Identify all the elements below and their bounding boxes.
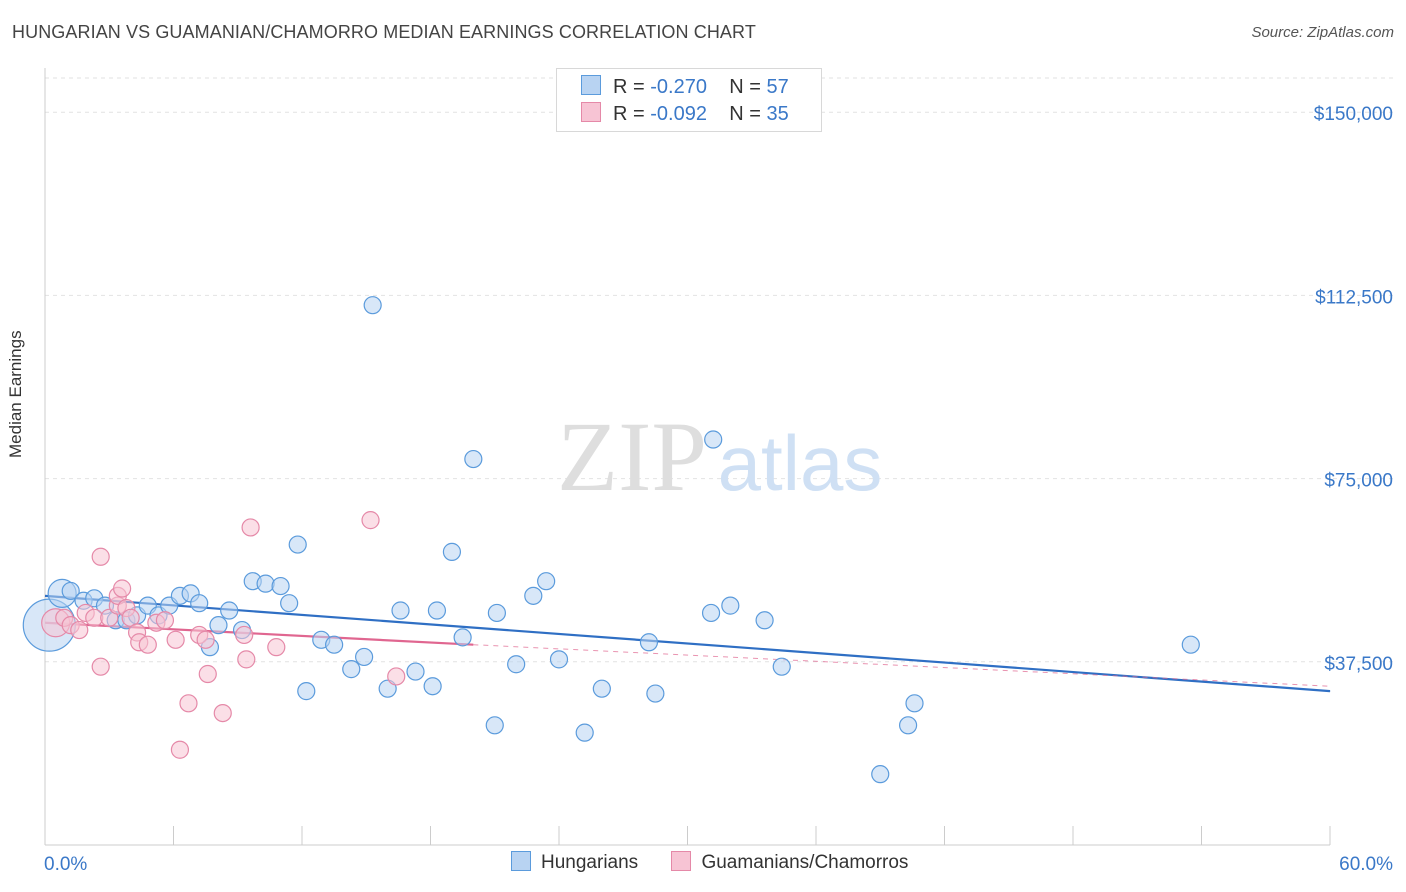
legend-n-label: N = — [729, 76, 761, 98]
data-point — [772, 657, 791, 676]
data-point — [91, 657, 110, 676]
data-points — [22, 296, 1200, 784]
correlation-legend: R = -0.270 N = 57 R = -0.092 N = 35 — [556, 68, 822, 132]
legend-item-hungarians: Hungarians — [511, 851, 638, 874]
data-point — [701, 603, 721, 623]
y-tick-labels: $37,500 $75,000 $112,500 $150,000 — [1314, 104, 1393, 675]
data-point — [241, 518, 260, 537]
data-point — [198, 664, 217, 684]
data-point — [91, 547, 110, 566]
data-point — [61, 581, 80, 601]
watermark: ZIP atlas — [557, 401, 882, 512]
legend-r-value: -0.270 — [650, 76, 707, 98]
legend-row-guamanians: R = -0.092 N = 35 — [581, 102, 789, 126]
legend-n-value: 35 — [766, 103, 789, 125]
x-tick-label-max: 60.0% — [1339, 854, 1393, 875]
data-point — [427, 601, 447, 620]
legend-swatch-pink — [581, 102, 601, 122]
x-tick-label-min: 0.0% — [44, 854, 87, 875]
x-tick-labels: 0.0% 60.0% — [44, 854, 1393, 875]
legend-r-label: R = — [613, 103, 645, 125]
data-point — [537, 572, 556, 591]
legend-swatch-pink — [671, 851, 692, 871]
data-point — [220, 601, 239, 620]
data-point — [485, 716, 504, 735]
data-point — [363, 296, 382, 315]
data-point — [138, 635, 157, 654]
data-point — [237, 650, 256, 669]
legend-swatch-blue — [581, 75, 601, 95]
legend-label-guamanians: Guamanians/Chamorros — [701, 852, 909, 873]
data-point — [487, 603, 506, 623]
data-point — [387, 667, 406, 686]
data-point — [905, 694, 924, 713]
data-point — [271, 576, 290, 596]
data-point — [166, 630, 185, 649]
data-point — [342, 660, 361, 679]
data-point — [70, 620, 89, 640]
data-point — [442, 542, 462, 561]
data-point — [280, 594, 299, 613]
data-point — [155, 611, 175, 630]
data-point — [453, 628, 472, 647]
data-point — [704, 430, 723, 449]
legend-n-value: 57 — [766, 76, 789, 98]
data-point — [639, 633, 659, 652]
data-point — [575, 723, 594, 742]
watermark-atlas: atlas — [718, 419, 883, 507]
data-point — [721, 596, 740, 615]
trend-extension — [473, 644, 1331, 687]
data-point — [646, 684, 665, 703]
axes — [44, 68, 1331, 846]
data-point — [898, 716, 918, 735]
legend-row-hungarians: R = -0.270 N = 57 — [581, 75, 789, 99]
data-point — [549, 650, 569, 669]
legend-swatch-blue — [511, 851, 531, 871]
series-guamanians — [41, 511, 406, 759]
data-point — [170, 740, 190, 759]
data-point — [256, 574, 275, 593]
data-point — [1181, 635, 1200, 654]
source-label: Source: ZipAtlas.com — [1251, 24, 1394, 41]
data-point — [423, 677, 442, 696]
y-tick-label: $75,000 — [1324, 471, 1393, 492]
data-point — [755, 611, 774, 630]
legend-r-value: -0.092 — [650, 103, 707, 125]
legend-item-guamanians: Guamanians/Chamorros — [671, 851, 908, 874]
data-point — [213, 703, 232, 723]
legend-r-label: R = — [613, 76, 645, 98]
data-point — [524, 586, 543, 605]
data-point — [464, 449, 483, 469]
series-legend: Hungarians Guamanians/Chamorros — [511, 851, 936, 874]
y-tick-label: $112,500 — [1315, 287, 1393, 308]
y-tick-label: $150,000 — [1314, 104, 1393, 125]
data-point — [288, 535, 307, 554]
data-point — [391, 601, 410, 620]
data-point — [235, 625, 254, 645]
data-point — [196, 630, 215, 649]
data-point — [112, 579, 132, 598]
data-point — [592, 679, 611, 698]
series-hungarians — [22, 296, 1200, 784]
y-tick-label: $37,500 — [1324, 654, 1393, 675]
data-point — [190, 594, 209, 613]
chart-title: HUNGARIAN VS GUAMANIAN/CHAMORRO MEDIAN E… — [12, 22, 756, 42]
data-point — [361, 511, 380, 530]
legend-n-label: N = — [729, 103, 761, 125]
trend-line-hungarians — [44, 594, 1331, 693]
legend-label-hungarians: Hungarians — [541, 852, 639, 873]
data-point — [179, 694, 198, 713]
data-point — [325, 635, 344, 654]
data-point — [871, 765, 890, 784]
data-point — [297, 682, 316, 701]
data-point — [267, 638, 286, 657]
data-point — [209, 616, 228, 635]
watermark-zip: ZIP — [557, 401, 707, 512]
data-point — [355, 647, 374, 667]
data-point — [406, 662, 425, 681]
data-point — [507, 655, 526, 674]
